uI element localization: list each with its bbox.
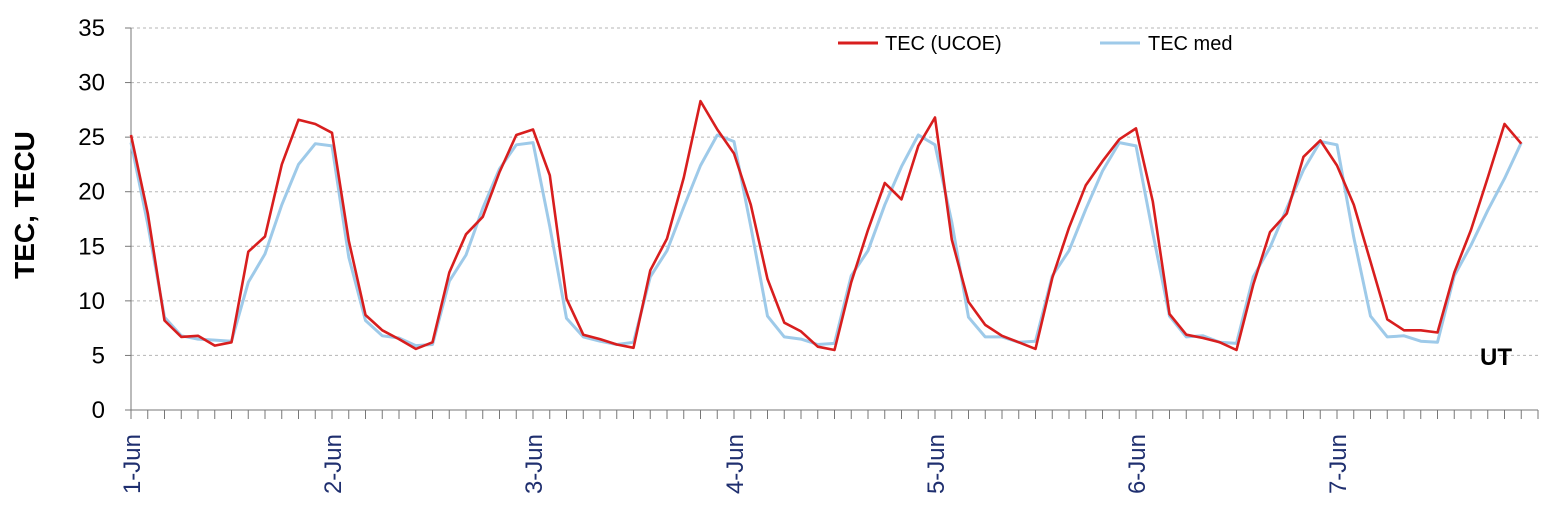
y-tick-label: 30	[78, 70, 105, 97]
x-tick-label: 7-Jun	[1325, 434, 1352, 494]
x-tick-label: 3-Jun	[521, 434, 548, 494]
y-axis-title: TEC, TECU	[9, 131, 40, 279]
x-tick-label: 5-Jun	[923, 434, 950, 494]
legend: TEC (UCOE) TEC med	[838, 33, 1232, 55]
y-tick-label: 0	[92, 397, 105, 424]
series-line-tec-med	[129, 133, 1523, 348]
y-tick-label: 15	[78, 233, 105, 260]
ut-annotation: UT	[1480, 344, 1512, 371]
y-tick-label: 20	[78, 179, 105, 206]
y-tick-label: 25	[78, 124, 105, 151]
axes: 0 5 10 15 20 25 30 35 1-Jun 2-Jun 3-Jun 4-Jun 5-Jun 6…	[78, 15, 1539, 494]
x-tick-label: 2-Jun	[320, 434, 347, 494]
x-tick-label: 1-Jun	[119, 434, 146, 494]
x-tick-label: 4-Jun	[722, 434, 749, 494]
legend-label-tec-med: TEC med	[1148, 33, 1232, 55]
y-tick-label: 35	[78, 15, 105, 42]
series-line-tec-ucoe	[129, 99, 1523, 352]
legend-label-tec-ucoe: TEC (UCOE)	[885, 33, 1002, 55]
y-tick-label: 5	[92, 342, 105, 369]
gridlines	[131, 27, 1538, 356]
x-tick-label: 6-Jun	[1124, 434, 1151, 494]
y-tick-label: 10	[78, 288, 105, 315]
series-lines	[129, 99, 1523, 352]
